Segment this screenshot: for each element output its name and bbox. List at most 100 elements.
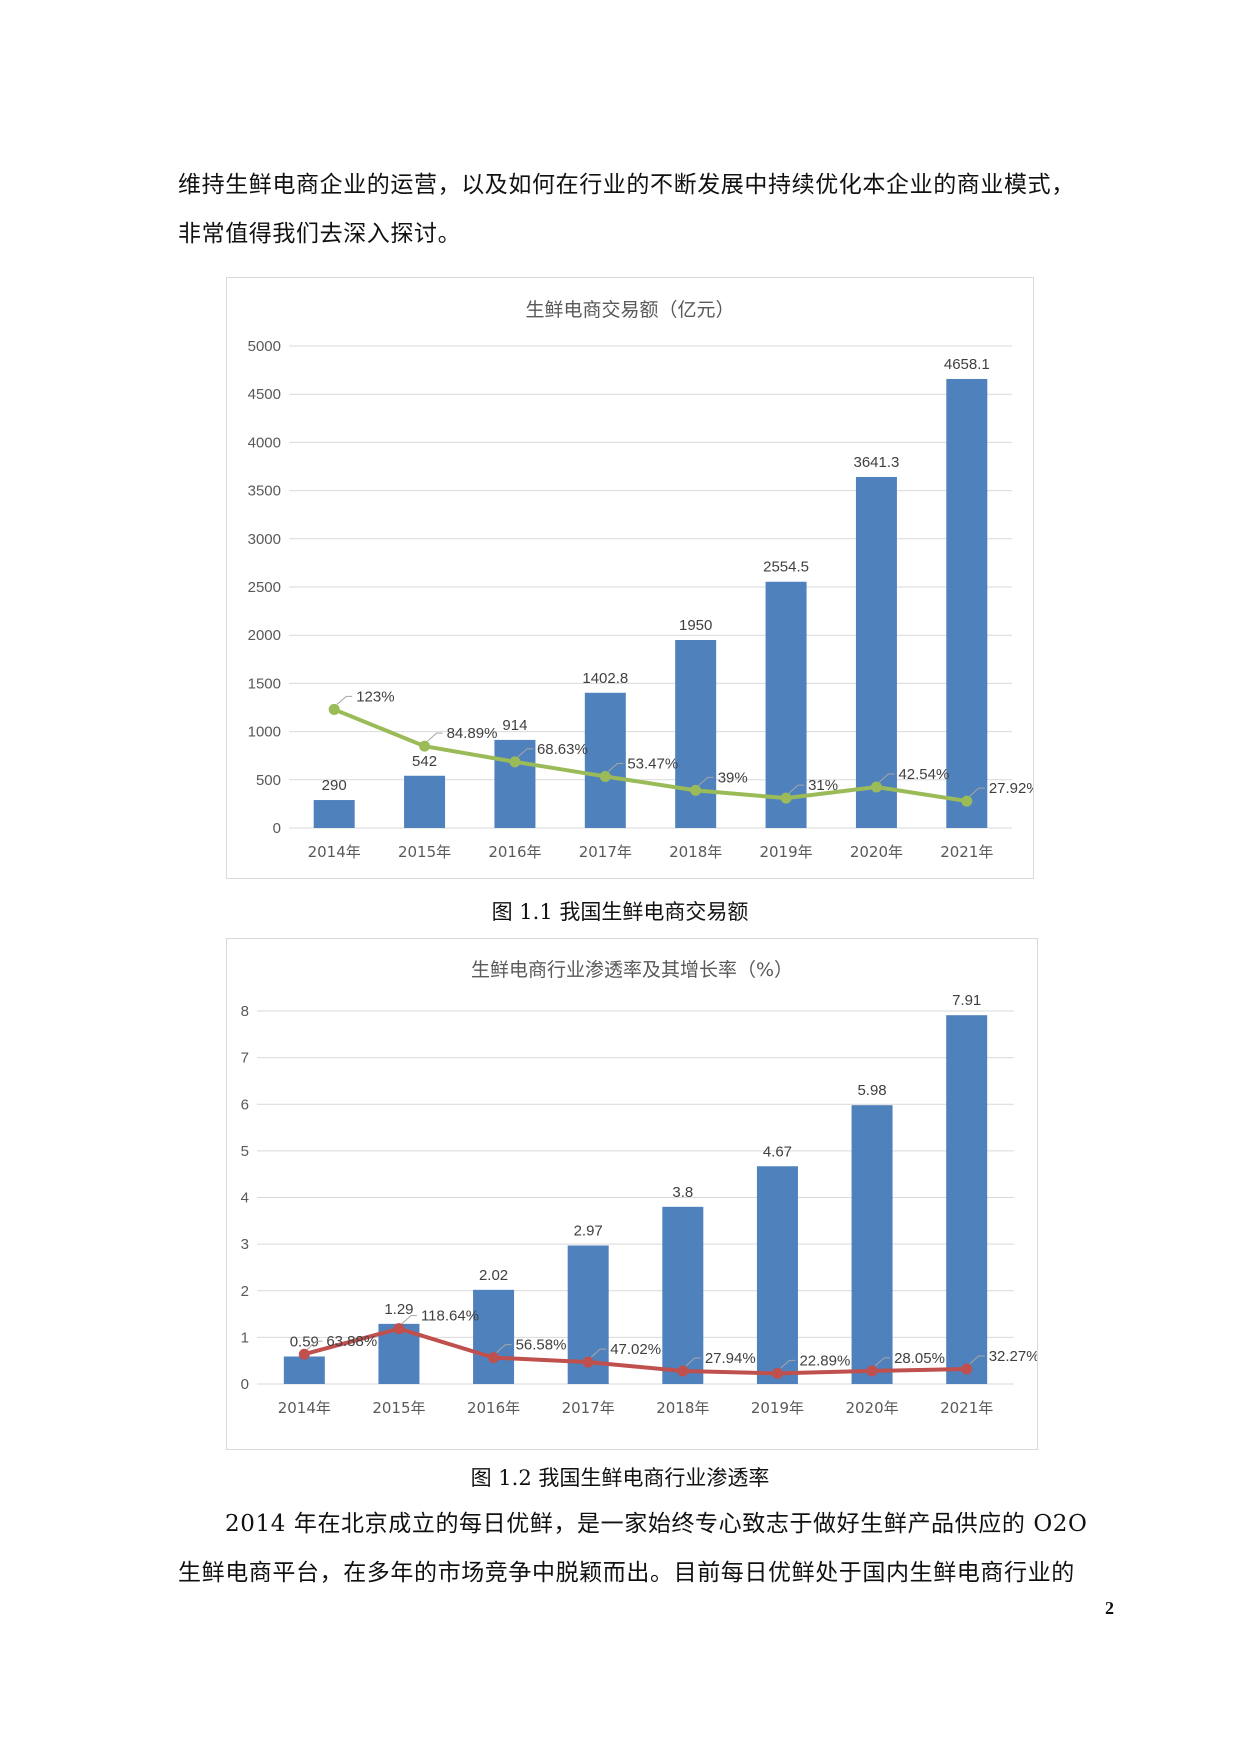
bar [946, 378, 988, 828]
line-point [771, 1367, 783, 1379]
bar [584, 692, 626, 828]
text-line: 生鲜电商平台，在多年的市场竞争中脱颖而出。目前每日优鲜处于国内生鲜电商行业的 [178, 1560, 1075, 1586]
line-point [866, 1365, 878, 1377]
label-leader [874, 1357, 891, 1367]
line-point [488, 1352, 500, 1364]
y-tick-label: 6 [241, 1096, 249, 1113]
line-point [298, 1348, 310, 1360]
label-leader [685, 1357, 701, 1367]
y-tick-label: 3500 [248, 483, 281, 500]
bar-data-label: 5.98 [857, 1082, 886, 1099]
bar [675, 640, 717, 828]
label-leader [427, 732, 443, 742]
y-tick-label: 1500 [248, 675, 281, 692]
line-data-label: 28.05% [894, 1350, 945, 1367]
bar-data-label: 0.59 [290, 1333, 319, 1350]
x-tick-label: 2014年 [278, 1399, 331, 1417]
bar-data-label: 2.02 [479, 1267, 508, 1284]
bar-data-label: 4.67 [763, 1143, 792, 1160]
label-leader [336, 695, 353, 705]
line-data-label: 84.89% [447, 725, 498, 742]
label-leader [969, 1355, 985, 1365]
x-tick-label: 2018年 [669, 843, 722, 861]
bar [662, 1206, 704, 1384]
bar-data-label: 3641.3 [853, 454, 899, 471]
x-tick-label: 2021年 [940, 1399, 993, 1417]
label-leader [969, 787, 985, 797]
y-tick-label: 5 [241, 1143, 249, 1160]
y-tick-label: 4000 [248, 434, 281, 451]
bar-data-label: 3.8 [672, 1184, 693, 1201]
bar-data-label: 1950 [679, 617, 712, 634]
x-tick-label: 2017年 [579, 843, 632, 861]
y-tick-label: 1000 [248, 724, 281, 741]
line-data-label: 27.94% [705, 1350, 756, 1367]
line-point [582, 1356, 594, 1368]
label-leader [401, 1315, 417, 1325]
bar [851, 1105, 893, 1384]
line-data-label: 123% [356, 688, 394, 705]
figure-caption-1: 图 1.1 我国生鲜电商交易额 [491, 900, 749, 924]
chart-title: 生鲜电商行业渗透率及其增长率（%） [471, 959, 793, 981]
chart-svg: 生鲜电商交易额（亿元） 0 500 1000 1500 2000 2500 3000 3500 4… [248, 299, 1033, 861]
line-data-label: 63.88% [326, 1333, 377, 1350]
y-tick-label: 2000 [248, 627, 281, 644]
bar-data-label: 1402.8 [582, 670, 628, 687]
x-tick-label: 2015年 [398, 843, 451, 861]
text-line: 维持生鲜电商企业的运营，以及如何在行业的不断发展中持续优化本企业的商业模式， [178, 172, 1075, 198]
line-data-label: 27.92% [989, 780, 1033, 797]
line-data-label: 53.47% [627, 755, 678, 772]
bar [404, 775, 446, 828]
line-point [961, 795, 973, 807]
bar [283, 1356, 325, 1384]
line-point [690, 784, 702, 796]
y-tick-label: 5000 [248, 338, 281, 355]
y-tick-label: 2 [241, 1283, 249, 1300]
series-line [303, 1326, 967, 1376]
line-point [780, 792, 792, 804]
x-tick-label: 2014年 [308, 843, 361, 861]
series-line [333, 707, 968, 804]
line-data-label: 118.64% [421, 1308, 479, 1325]
label-leader [879, 773, 895, 783]
y-tick-label: 2500 [248, 579, 281, 596]
bar-data-label: 542 [412, 753, 437, 770]
bar-data-label: 914 [502, 717, 527, 734]
y-tick-label: 4500 [248, 386, 281, 403]
chart-transaction-volume: 生鲜电商交易额（亿元） 0 500 1000 1500 2000 2500 3000 3500 4… [226, 277, 1034, 879]
x-tick-label: 2018年 [656, 1399, 709, 1417]
chart-svg: 生鲜电商行业渗透率及其增长率（%） 0 1 2 3 4 5 6 7 8 0.59 2014年 1.29 2… [241, 959, 1037, 1417]
x-tick-label: 2019年 [751, 1399, 804, 1417]
y-tick-label: 0 [241, 1376, 249, 1393]
bar-data-label: 1.29 [384, 1301, 413, 1318]
line-point [393, 1323, 405, 1335]
text-line: 2014 年在北京成立的每日优鲜，是一家始终专心致志于做好生鲜产品供应的 O2O [225, 1511, 1088, 1537]
line-point [509, 756, 521, 768]
x-tick-label: 2016年 [467, 1399, 520, 1417]
bar [313, 800, 355, 828]
bar-data-label: 2554.5 [763, 559, 809, 576]
bar [473, 1289, 515, 1384]
x-tick-label: 2015年 [372, 1399, 425, 1417]
x-tick-label: 2020年 [845, 1399, 898, 1417]
line-point [419, 740, 431, 752]
line-point [328, 703, 340, 715]
label-leader [306, 1340, 323, 1350]
x-tick-label: 2019年 [759, 843, 812, 861]
label-leader [590, 1348, 607, 1358]
y-tick-label: 3 [241, 1236, 249, 1253]
label-leader [698, 776, 714, 786]
bar-data-label: 4658.1 [944, 356, 990, 373]
x-tick-label: 2016年 [488, 843, 541, 861]
y-tick-label: 7 [241, 1050, 249, 1067]
bar-data-label: 7.91 [952, 992, 981, 1009]
line-point [677, 1365, 689, 1377]
line-data-label: 68.63% [537, 741, 588, 758]
line-data-label: 31% [808, 777, 838, 794]
x-tick-label: 2021年 [940, 843, 993, 861]
label-leader [780, 1359, 796, 1369]
bar [756, 1166, 798, 1384]
label-leader [607, 762, 624, 772]
line-point [870, 781, 882, 793]
bar [494, 739, 536, 828]
